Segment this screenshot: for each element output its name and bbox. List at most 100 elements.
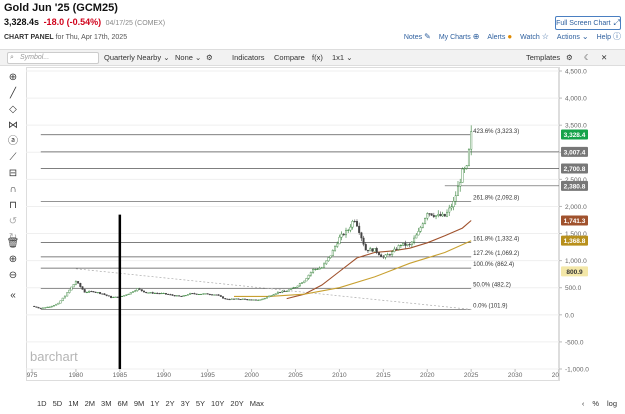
drawing-toolbar: ⊕ ╱ ◇ ⋈ ⓐ ⟋ ⊟ ∩ ⊓ ↺ ↻ 🗑 ⊕ ⊖ «	[0, 67, 26, 394]
range-button-20y[interactable]: 20Y	[230, 399, 244, 408]
candle-body	[228, 299, 231, 301]
candle-body	[74, 281, 77, 285]
range-button-3y[interactable]: 3Y	[180, 399, 190, 408]
candle-body	[136, 288, 139, 291]
help-link[interactable]: Help ⓘ	[597, 33, 621, 41]
candle-body	[318, 268, 321, 270]
undo-icon[interactable]: ↺	[8, 216, 18, 227]
candle-body	[437, 213, 440, 216]
candle-body	[164, 292, 167, 295]
range-button-3m[interactable]: 3M	[101, 399, 112, 408]
watch-link[interactable]: Watch ☆	[520, 33, 549, 41]
candle-body	[375, 248, 378, 253]
range-button-1y[interactable]: 1Y	[150, 399, 160, 408]
line-tool-icon[interactable]: ╱	[9, 88, 17, 99]
candle-body	[61, 297, 64, 302]
range-button-1d[interactable]: 1D	[37, 399, 47, 408]
actions-menu[interactable]: Actions ⌄	[557, 33, 589, 41]
candle-body	[184, 295, 187, 297]
candle-body	[191, 293, 194, 295]
indicators-button[interactable]: Indicators	[232, 53, 265, 62]
full-screen-label: Full Screen Chart	[556, 19, 611, 27]
full-screen-chart-button[interactable]: Full Screen Chart ⤢	[555, 16, 621, 30]
candle-body	[180, 295, 183, 297]
price-label-box	[561, 129, 588, 140]
candle-body	[388, 254, 391, 256]
brush-tool-icon[interactable]: ⟋	[9, 152, 17, 163]
candle-body	[200, 293, 203, 295]
candle-body	[371, 248, 374, 252]
range-button-2y[interactable]: 2Y	[165, 399, 175, 408]
redo-icon[interactable]: ↻	[8, 232, 18, 243]
candle-body	[446, 211, 449, 217]
range-button-6m[interactable]: 6M	[117, 399, 128, 408]
watch-label: Watch	[520, 33, 540, 41]
range-button-9m[interactable]: 9M	[133, 399, 145, 408]
text-tool-icon[interactable]: ⓐ	[8, 136, 18, 147]
crosshair-icon[interactable]: ⊕	[8, 72, 18, 83]
candle-body	[169, 294, 172, 296]
candle-body	[208, 294, 211, 296]
y-tick-label: 0.0	[565, 312, 574, 319]
percent-toggle[interactable]: %	[592, 399, 599, 408]
layout-select[interactable]: 1x1 ⌄	[332, 52, 352, 64]
y-tick-label: 2,000.0	[565, 204, 587, 211]
candle-body	[153, 292, 156, 294]
range-button-10y[interactable]: 10Y	[211, 399, 225, 408]
overlay-select[interactable]: None ⌄	[175, 52, 201, 64]
trash-icon[interactable]: 🗑	[6, 238, 20, 249]
compare-button[interactable]: Compare	[274, 53, 305, 62]
my-charts-link[interactable]: My Charts ⊕	[439, 33, 480, 41]
magnet-icon[interactable]: ∩	[9, 184, 17, 195]
candle-body	[226, 298, 229, 300]
candle-body	[68, 289, 71, 293]
candle-body	[364, 244, 367, 251]
candle-body	[107, 295, 110, 297]
gear-icon[interactable]: ⚙	[206, 53, 213, 62]
candle-body	[202, 293, 205, 295]
log-toggle[interactable]: log	[606, 399, 617, 408]
candle-body	[369, 248, 372, 252]
chart-panel-label: CHART PANEL for Thu, Apr 17th, 2025	[4, 34, 127, 41]
scroll-left-icon[interactable]: ‹	[581, 399, 585, 408]
fib-label: 127.2% (1,069.2)	[473, 251, 519, 257]
candle-body	[415, 234, 418, 239]
zoom-in-icon[interactable]: ⊕	[8, 254, 18, 265]
candle-body	[90, 291, 93, 293]
candle-body	[116, 296, 119, 298]
shape-tool-icon[interactable]: ◇	[9, 104, 17, 115]
candle-body	[285, 290, 288, 292]
range-button-max[interactable]: Max	[249, 399, 264, 408]
x-tick-label: 975	[27, 372, 38, 379]
candle-body	[246, 299, 249, 301]
candle-body	[397, 245, 400, 250]
zoom-out-icon[interactable]: ⊖	[8, 270, 18, 281]
function-button[interactable]: f(x)	[312, 53, 323, 62]
range-button-1m[interactable]: 1M	[68, 399, 79, 408]
range-button-2m[interactable]: 2M	[84, 399, 96, 408]
expand-icon: ⤢	[613, 18, 620, 27]
candle-body	[33, 305, 36, 307]
theme-icon[interactable]: ☾	[584, 53, 591, 62]
range-button-5d[interactable]: 5D	[52, 399, 63, 408]
candle-body	[270, 295, 273, 297]
period-select[interactable]: Quarterly Nearby ⌄	[104, 52, 170, 64]
symbol-input[interactable]: ⌕ Symbol...	[7, 52, 99, 64]
templates-button[interactable]: Templates	[526, 53, 561, 62]
notes-link[interactable]: Notes ✎	[404, 33, 431, 41]
pattern-tool-icon[interactable]: ⋈	[8, 120, 18, 131]
candle-body	[39, 307, 42, 309]
unlock-icon[interactable]: ⊓	[9, 200, 17, 211]
measure-tool-icon[interactable]: ⊟	[8, 168, 18, 179]
candle-body	[432, 215, 435, 217]
range-button-5y[interactable]: 5Y	[195, 399, 206, 408]
panel-date: for Thu, Apr 17th, 2025	[55, 34, 128, 41]
alerts-link[interactable]: Alerts ●	[487, 33, 512, 41]
layout-label: 1x1	[332, 53, 345, 62]
price-chart[interactable]: 975 1980 1985 1990 1995 2000 2005 2010 2015 2020 2…	[26, 67, 559, 381]
candle-body	[454, 195, 457, 202]
price-axis[interactable]: 4,500.04,000.03,500.03,000.02,500.02,000…	[559, 67, 625, 381]
settings-icon[interactable]: ⚙	[566, 53, 573, 62]
close-icon[interactable]: ✕	[601, 53, 608, 62]
collapse-icon[interactable]: «	[10, 290, 16, 301]
